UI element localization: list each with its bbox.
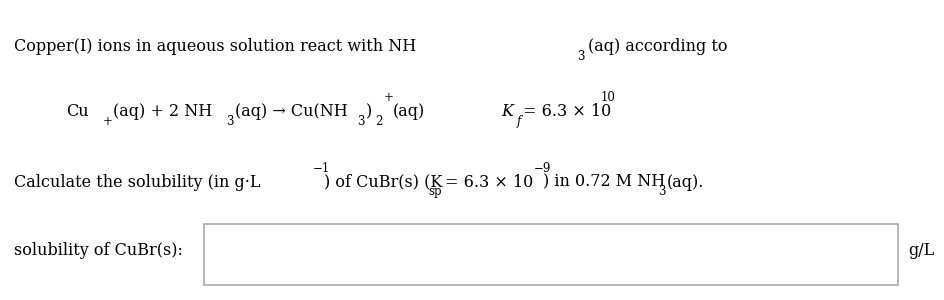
Text: Calculate the solubility (in g·L: Calculate the solubility (in g·L xyxy=(14,174,261,190)
Text: −9: −9 xyxy=(533,162,551,175)
Text: (aq) → Cu(NH: (aq) → Cu(NH xyxy=(235,103,348,120)
Text: f: f xyxy=(516,115,521,128)
Text: = 6.3 × 10: = 6.3 × 10 xyxy=(446,174,533,190)
Text: 3: 3 xyxy=(357,115,364,128)
Text: sp: sp xyxy=(429,185,442,198)
Text: (aq): (aq) xyxy=(393,103,425,120)
Text: (aq) according to: (aq) according to xyxy=(588,38,728,55)
Text: g/L: g/L xyxy=(908,242,934,259)
Text: ): ) xyxy=(365,103,372,120)
Text: Cu: Cu xyxy=(66,103,89,120)
Text: = 6.3 × 10: = 6.3 × 10 xyxy=(523,103,612,120)
Text: ) of CuBr(s) (K: ) of CuBr(s) (K xyxy=(325,174,443,190)
Text: (aq) + 2 NH: (aq) + 2 NH xyxy=(113,103,212,120)
Text: −1: −1 xyxy=(312,162,329,175)
Text: +: + xyxy=(103,115,113,128)
Text: 3: 3 xyxy=(226,115,233,128)
Text: 2: 2 xyxy=(375,115,382,128)
Text: Copper(I) ions in aqueous solution react with NH: Copper(I) ions in aqueous solution react… xyxy=(14,38,416,55)
Text: 10: 10 xyxy=(601,91,616,104)
Text: 3: 3 xyxy=(658,185,666,198)
Text: K: K xyxy=(501,103,514,120)
FancyBboxPatch shape xyxy=(205,224,899,285)
Text: +: + xyxy=(383,91,394,104)
Text: (aq).: (aq). xyxy=(666,174,704,190)
Text: solubility of CuBr(s):: solubility of CuBr(s): xyxy=(14,242,183,259)
Text: ) in 0.72 M NH: ) in 0.72 M NH xyxy=(543,174,666,190)
Text: 3: 3 xyxy=(577,50,584,63)
